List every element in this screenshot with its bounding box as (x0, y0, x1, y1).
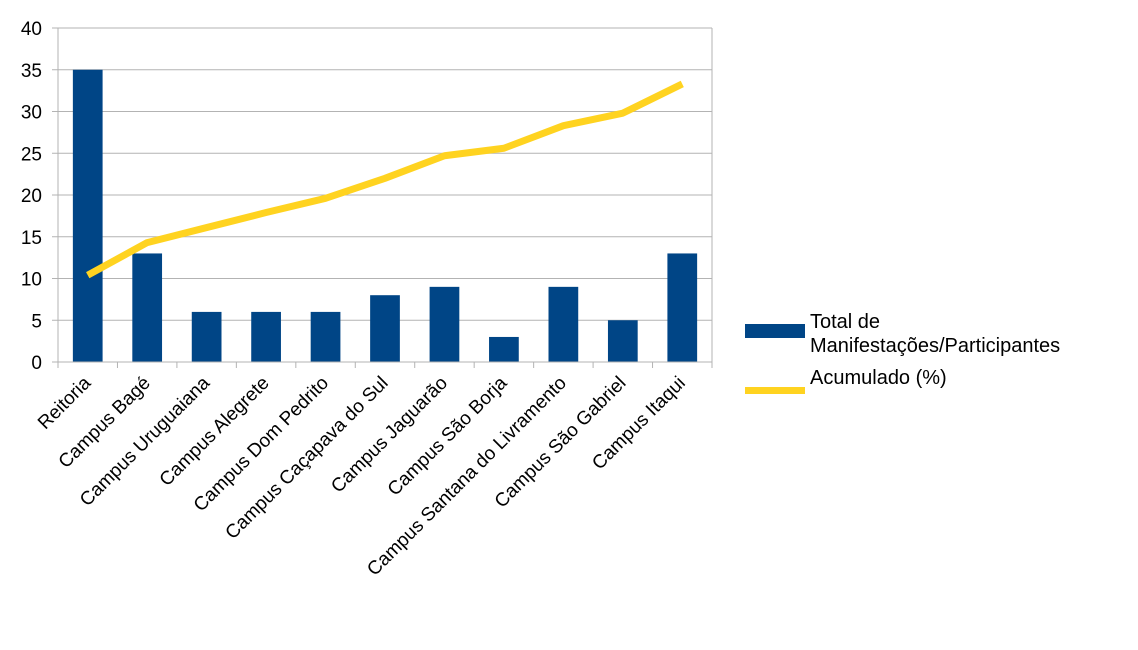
bar (548, 286, 579, 362)
bar (310, 311, 341, 362)
y-tick-label: 20 (21, 186, 42, 207)
legend-swatch-line (745, 387, 805, 394)
legend-label-bars-line2: Manifestações/Participantes (810, 335, 1060, 357)
legend: Total de Manifestações/Participantes Acu… (745, 311, 1060, 394)
bar (489, 336, 519, 362)
y-tick-label: 10 (21, 270, 42, 291)
bar (667, 253, 698, 362)
bar (251, 311, 281, 362)
bar (132, 253, 163, 362)
bar (429, 286, 460, 362)
bar (72, 69, 103, 362)
y-tick-label: 35 (21, 61, 42, 82)
line-series (86, 80, 684, 279)
y-tick-label: 15 (21, 228, 42, 249)
y-axis-ticks: 0 5 10 15 20 25 30 35 40 (21, 19, 58, 374)
bar (370, 295, 400, 362)
y-tick-label: 40 (21, 19, 42, 40)
bar (607, 320, 638, 362)
cumulative-line (86, 80, 684, 279)
y-tick-label: 30 (21, 103, 42, 124)
bar-series (72, 69, 698, 362)
y-tick-label: 25 (21, 144, 42, 165)
legend-swatch-bars (745, 324, 805, 338)
axes (57, 28, 713, 368)
legend-label-line: Acumulado (%) (810, 367, 947, 389)
legend-label-bars-line1: Total de (810, 311, 880, 333)
bar (191, 311, 222, 362)
x-category-label: Reitoria (34, 372, 95, 433)
x-category-label: Campus Alegrete (156, 373, 274, 491)
y-tick-label: 0 (31, 353, 42, 374)
y-tick-label: 5 (31, 311, 42, 332)
